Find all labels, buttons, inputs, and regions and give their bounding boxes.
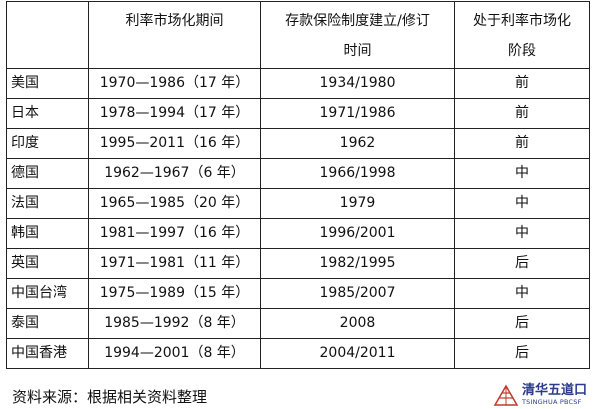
deposit-insurance-cell: 2004/2011 [260, 338, 455, 369]
source-note: 资料来源：根据相关资料整理 [12, 388, 208, 406]
period-cell: 1965—1985（20 年） [88, 188, 261, 219]
deposit-insurance-cell: 1971/1986 [260, 98, 455, 129]
stage-cell: 前 [454, 68, 590, 99]
table-row: 韩国 1981—1997（16 年） 1996/2001 中 [6, 218, 590, 249]
deposit-insurance-cell: 1982/1995 [260, 248, 455, 279]
logo-text: 清华五道口 TSINGHUA PBCSF [522, 384, 587, 406]
period-cell: 1995—2011（16 年） [88, 128, 261, 159]
stage-cell: 中 [454, 218, 590, 249]
building-icon [493, 384, 519, 406]
country-cell: 中国香港 [6, 338, 89, 369]
stage-cell: 中 [454, 278, 590, 309]
logo-name-en: TSINGHUA PBCSF [521, 398, 582, 407]
logo: 清华五道口 TSINGHUA PBCSF [493, 383, 587, 407]
stage-cell: 中 [454, 158, 590, 189]
logo-name-cn: 清华五道口 [521, 383, 587, 399]
table-row: 日本 1978—1994（17 年） 1971/1986 前 [6, 98, 590, 129]
period-cell: 1970—1986（17 年） [88, 68, 261, 99]
country-cell: 印度 [6, 128, 89, 159]
header-cell-blank [6, 1, 89, 69]
country-cell: 韩国 [6, 218, 89, 249]
header-row: 利率市场化期间 存款保险制度建立/修订 时间 处于利率市场化 阶段 [6, 1, 590, 69]
table-row: 中国台湾 1975—1989（15 年） 1985/2007 中 [6, 278, 590, 309]
stage-cell: 后 [454, 338, 590, 369]
table-row: 泰国 1985—1992（8 年） 2008 后 [6, 308, 590, 339]
header-stage-line1: 处于利率市场化 [473, 13, 571, 29]
period-cell: 1994—2001（8 年） [88, 338, 261, 369]
header-cell-stage: 处于利率市场化 阶段 [454, 1, 590, 69]
header-stage-line2: 阶段 [508, 43, 536, 59]
header-cell-period: 利率市场化期间 [88, 1, 261, 69]
table-row: 德国 1962—1967（6 年） 1966/1998 中 [6, 158, 590, 189]
deposit-insurance-cell: 1966/1998 [260, 158, 455, 189]
country-cell: 美国 [6, 68, 89, 99]
deposit-insurance-cell: 1996/2001 [260, 218, 455, 249]
period-cell: 1962—1967（6 年） [88, 158, 261, 189]
country-cell: 泰国 [6, 308, 89, 339]
stage-cell: 前 [454, 128, 590, 159]
header-deposit-line2: 时间 [343, 43, 372, 59]
deposit-insurance-cell: 1934/1980 [260, 68, 455, 99]
period-cell: 1985—1992（8 年） [88, 308, 261, 339]
deposit-insurance-cell: 1962 [260, 128, 455, 159]
period-cell: 1975—1989（15 年） [88, 278, 261, 309]
table-row: 中国香港 1994—2001（8 年） 2004/2011 后 [6, 338, 590, 369]
table-row: 美国 1970—1986（17 年） 1934/1980 前 [6, 68, 590, 99]
period-cell: 1971—1981（11 年） [88, 248, 261, 279]
table-row: 法国 1965—1985（20 年） 1979 中 [6, 188, 590, 219]
deposit-insurance-cell: 1979 [260, 188, 455, 219]
period-cell: 1981—1997（16 年） [88, 218, 261, 249]
period-cell: 1978—1994（17 年） [88, 98, 261, 129]
country-cell: 日本 [6, 98, 89, 129]
table-row: 印度 1995—2011（16 年） 1962 前 [6, 128, 590, 159]
country-cell: 德国 [6, 158, 89, 189]
stage-cell: 前 [454, 98, 590, 129]
header-deposit-line1: 存款保险制度建立/修订 [285, 13, 430, 29]
country-cell: 英国 [6, 248, 89, 279]
country-cell: 法国 [6, 188, 89, 219]
header-cell-deposit-insurance: 存款保险制度建立/修订 时间 [260, 1, 455, 69]
stage-cell: 后 [454, 308, 590, 339]
deposit-insurance-cell: 2008 [260, 308, 455, 339]
header-period-line1: 利率市场化期间 [125, 13, 224, 29]
deposit-insurance-cell: 1985/2007 [260, 278, 455, 309]
stage-cell: 后 [454, 248, 590, 279]
stage-cell: 中 [454, 188, 590, 219]
data-table: 利率市场化期间 存款保险制度建立/修订 时间 处于利率市场化 阶段 美国 197… [6, 1, 590, 369]
table-row: 英国 1971—1981（11 年） 1982/1995 后 [6, 248, 590, 279]
country-cell: 中国台湾 [6, 278, 89, 309]
